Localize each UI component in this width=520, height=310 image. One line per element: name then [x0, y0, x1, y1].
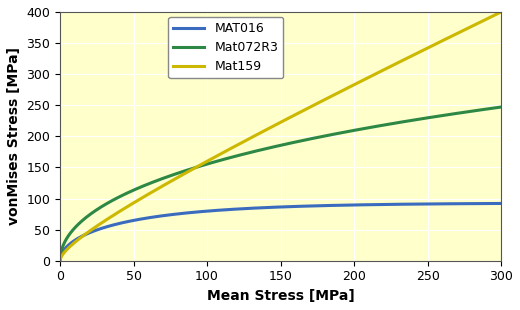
Mat072R3 — [485, 107, 491, 111]
Line: Mat159: Mat159 — [60, 12, 501, 261]
Mat072R3 — [485, 107, 491, 111]
Legend: MAT016, Mat072R3, Mat159: MAT016, Mat072R3, Mat159 — [168, 17, 283, 78]
Mat072R3 — [80, 219, 86, 222]
Line: MAT016: MAT016 — [60, 203, 501, 261]
Mat072R3 — [57, 259, 63, 263]
Mat159 — [485, 16, 491, 20]
MAT016 — [404, 202, 410, 206]
Mat159 — [80, 234, 86, 238]
Mat159 — [57, 259, 63, 263]
Y-axis label: vonMises Stress [MPa]: vonMises Stress [MPa] — [7, 47, 21, 225]
Mat072R3 — [271, 145, 278, 148]
MAT016 — [271, 205, 278, 209]
Mat072R3 — [404, 119, 410, 123]
MAT016 — [485, 202, 491, 206]
Mat159 — [404, 56, 410, 60]
Mat159 — [485, 16, 491, 20]
Mat072R3 — [498, 105, 504, 109]
MAT016 — [498, 202, 504, 205]
MAT016 — [485, 202, 491, 206]
MAT016 — [57, 259, 63, 263]
Mat159 — [498, 10, 504, 14]
MAT016 — [259, 206, 266, 210]
Line: Mat072R3: Mat072R3 — [60, 107, 501, 261]
Mat159 — [259, 130, 266, 133]
MAT016 — [80, 234, 86, 238]
X-axis label: Mean Stress [MPa]: Mean Stress [MPa] — [207, 289, 355, 303]
Mat159 — [271, 124, 278, 127]
Mat072R3 — [259, 148, 266, 151]
